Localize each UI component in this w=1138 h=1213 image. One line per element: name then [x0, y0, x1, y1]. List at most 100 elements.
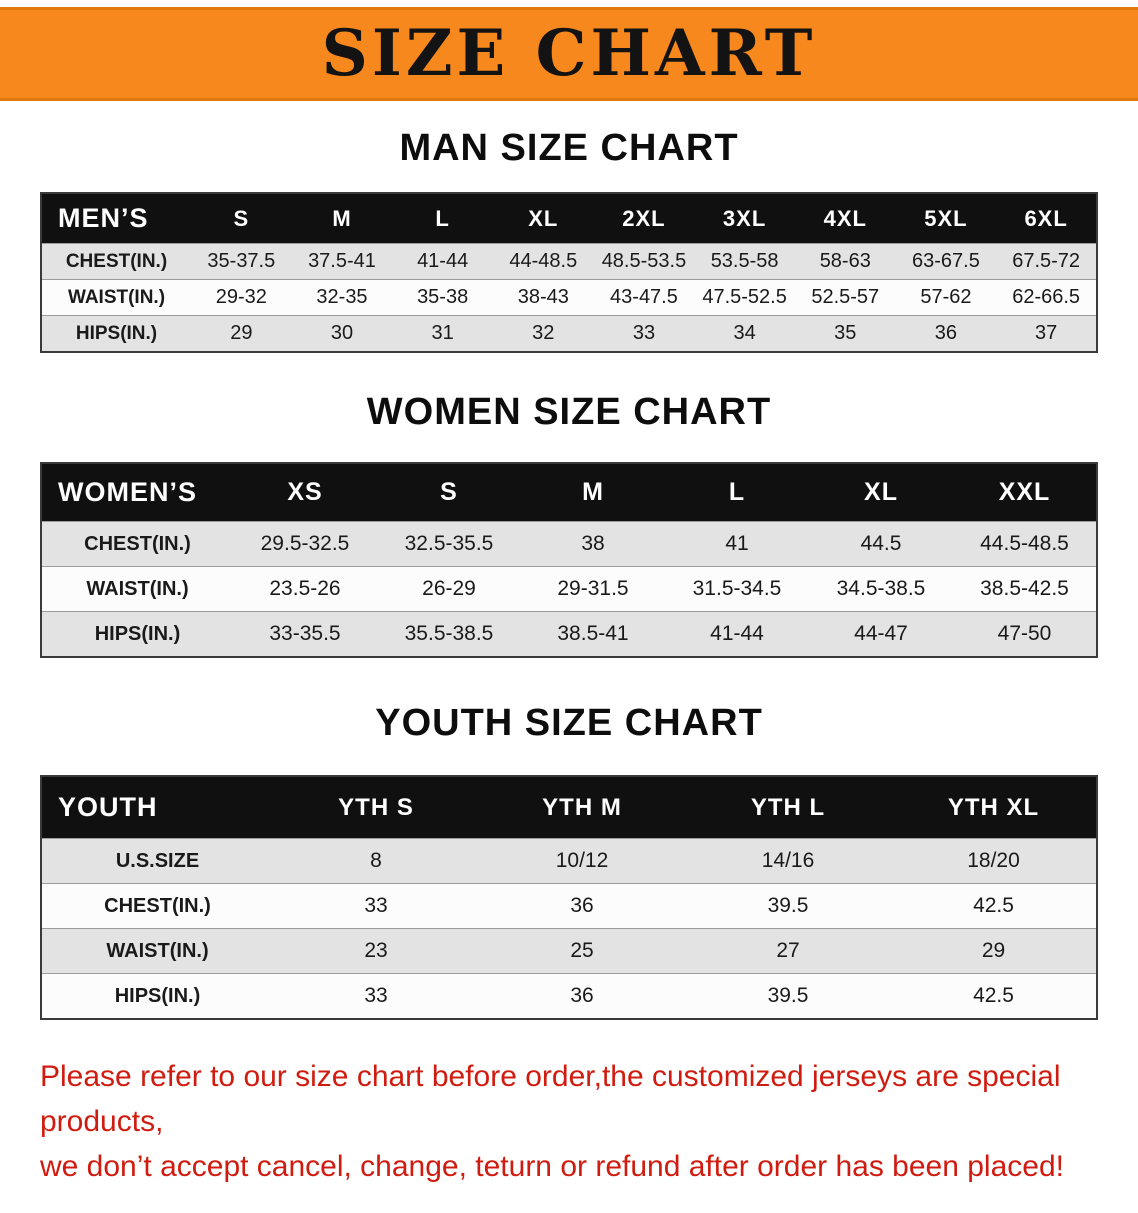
table-row: HIPS(IN.) 33 36 39.5 42.5	[41, 973, 1097, 1019]
size-value-cell: 41-44	[710, 622, 764, 645]
size-chart-page: SIZE CHART MAN SIZE CHART MEN’S S M L XL 2XL 3…	[0, 7, 1138, 1189]
size-value-cell: 47-50	[997, 622, 1052, 645]
size-value-cell: 18/20	[967, 849, 1020, 872]
men-section-heading: MAN SIZE CHART	[399, 127, 739, 169]
size-value-cell: 35.5-38.5	[404, 622, 494, 645]
size-value-cell: 32.5-35.5	[404, 532, 494, 555]
table-row: CHEST(IN.) 33 36 39.5 42.5	[41, 883, 1097, 929]
size-value-cell: 29-32	[215, 286, 267, 308]
row-label: CHEST(IN.)	[84, 532, 191, 555]
size-value-cell: 41-44	[417, 250, 469, 272]
size-value-cell: 33	[364, 894, 388, 917]
table-row: HIPS(IN.) 29 30 31 32 33 34 35 36 37	[41, 315, 1097, 352]
row-label: CHEST(IN.)	[65, 250, 168, 272]
size-value-cell: 36	[570, 984, 594, 1007]
size-value-cell: 26-29	[422, 577, 476, 600]
size-value-cell: 43-47.5	[610, 286, 678, 308]
size-value-cell: 37.5-41	[308, 250, 376, 272]
size-column-header: YTH L	[685, 776, 891, 839]
table-row: CHEST(IN.) 35-37.5 37.5-41 41-44 44-48.5 48.5…	[41, 243, 1097, 280]
size-value-cell: 29.5-32.5	[260, 532, 350, 555]
size-value-cell: 36	[570, 894, 594, 917]
size-value-cell: 37	[1035, 322, 1058, 344]
size-value-cell: 10/12	[555, 849, 609, 872]
size-value-cell: 38	[581, 532, 605, 555]
size-value-cell: 42.5	[973, 894, 1014, 917]
size-value-cell: 8	[370, 849, 382, 872]
size-column-header: XXL	[953, 463, 1097, 522]
table-title-cell: YOUTH	[41, 776, 273, 839]
page-title: SIZE CHART	[321, 16, 817, 91]
table-row: WAIST(IN.) 23 25 27 29	[41, 928, 1097, 974]
women-size-section: WOMEN SIZE CHART WOMEN’S XS S M L XL XXL CHEST(…	[0, 391, 1138, 658]
size-value-cell: 47.5-52.5	[702, 286, 787, 308]
row-label: HIPS(IN.)	[114, 984, 201, 1007]
youth-size-section: YOUTH SIZE CHART YOUTH YTH S YTH M YTH L YTH…	[0, 702, 1138, 1020]
size-column-header: M	[291, 193, 393, 244]
men-size-table: MEN’S S M L XL 2XL 3XL 4XL 5XL 6XL CHEST(IN.) 35-37…	[40, 192, 1098, 353]
size-value-cell: 23.5-26	[269, 577, 341, 600]
size-column-header: L	[392, 193, 493, 244]
size-column-header: YTH M	[479, 776, 685, 839]
size-value-cell: 14/16	[761, 849, 815, 872]
table-row: CHEST(IN.) 29.5-32.5 32.5-35.5 38 41 44.5 44.5…	[41, 521, 1097, 567]
size-value-cell: 44.5	[860, 532, 902, 555]
size-column-header: L	[665, 463, 809, 522]
table-header-row: MEN’S S M L XL 2XL 3XL 4XL 5XL 6XL	[41, 193, 1097, 244]
size-column-header: 3XL	[694, 193, 795, 244]
size-value-cell: 34	[733, 322, 756, 344]
size-column-header: YTH S	[273, 776, 479, 839]
size-value-cell: 27	[776, 939, 800, 962]
size-value-cell: 23	[364, 939, 388, 962]
size-column-header: XL	[809, 463, 953, 522]
size-value-cell: 31	[431, 322, 454, 344]
table-title-cell: WOMEN’S	[41, 463, 233, 522]
size-value-cell: 36	[934, 322, 958, 344]
youth-section-heading: YOUTH SIZE CHART	[375, 702, 763, 744]
size-value-cell: 38.5-41	[557, 622, 629, 645]
row-label: U.S.SIZE	[115, 849, 200, 872]
youth-size-table: YOUTH YTH S YTH M YTH L YTH XL U.S.SIZE 8 10/12…	[40, 775, 1098, 1020]
size-column-header: 5XL	[895, 193, 997, 244]
row-label: CHEST(IN.)	[104, 894, 211, 917]
row-label: HIPS(IN.)	[75, 322, 158, 344]
size-column-header: S	[191, 193, 292, 244]
table-row: HIPS(IN.) 33-35.5 35.5-38.5 38.5-41 41-44 44-…	[41, 611, 1097, 657]
size-value-cell: 31.5-34.5	[692, 577, 782, 600]
table-row: WAIST(IN.) 23.5-26 26-29 29-31.5 31.5-34.5 34…	[41, 566, 1097, 612]
size-value-cell: 41	[725, 532, 749, 555]
size-value-cell: 58-63	[819, 250, 871, 272]
size-value-cell: 35	[834, 322, 857, 344]
size-value-cell: 32-35	[316, 286, 368, 308]
size-value-cell: 67.5-72	[1012, 250, 1081, 272]
size-value-cell: 25	[570, 939, 594, 962]
size-value-cell: 44-47	[854, 622, 908, 645]
size-column-header: M	[521, 463, 665, 522]
size-column-header: 2XL	[593, 193, 695, 244]
size-value-cell: 38.5-42.5	[980, 577, 1069, 600]
size-value-cell: 34.5-38.5	[836, 577, 926, 600]
table-row: WAIST(IN.) 29-32 32-35 35-38 38-43 43-47.5 47.…	[41, 279, 1097, 316]
size-value-cell: 42.5	[973, 984, 1014, 1007]
size-value-cell: 53.5-58	[710, 250, 779, 272]
table-row: U.S.SIZE 8 10/12 14/16 18/20	[41, 838, 1097, 884]
women-size-table: WOMEN’S XS S M L XL XXL CHEST(IN.) 29.5-32.5 32.5…	[40, 462, 1098, 658]
size-value-cell: 30	[330, 322, 354, 344]
size-value-cell: 32	[532, 322, 555, 344]
disclaimer-line-2: we don’t accept cancel, change, teturn o…	[40, 1150, 1064, 1183]
size-value-cell: 63-67.5	[912, 250, 980, 272]
size-value-cell: 29	[230, 322, 253, 344]
size-value-cell: 35-37.5	[207, 250, 276, 272]
table-header-row: YOUTH YTH S YTH M YTH L YTH XL	[41, 776, 1097, 839]
size-value-cell: 33	[364, 984, 388, 1007]
row-label: WAIST(IN.)	[67, 286, 166, 308]
size-column-header: 6XL	[996, 193, 1097, 244]
size-column-header: XL	[492, 193, 594, 244]
disclaimer-line-1: Please refer to our size chart before or…	[40, 1060, 1061, 1138]
row-label: HIPS(IN.)	[94, 622, 181, 645]
size-value-cell: 52.5-57	[811, 286, 880, 308]
size-value-cell: 29-31.5	[557, 577, 629, 600]
women-section-heading: WOMEN SIZE CHART	[366, 391, 772, 433]
size-value-cell: 33-35.5	[269, 622, 341, 645]
row-label: WAIST(IN.)	[86, 577, 189, 600]
